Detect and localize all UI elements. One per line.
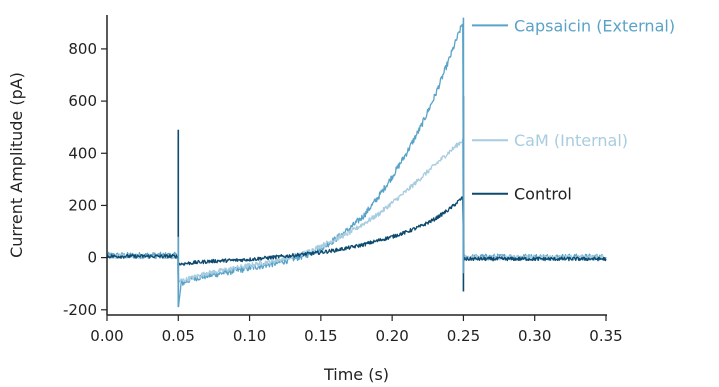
x-tick-label: 0.10 <box>233 327 266 345</box>
ticks-layer: 0.00 0.05 0.10 0.15 0.20 0.25 0.30 0.35 -200 0 200… <box>63 40 623 345</box>
y-axis-title: Current Amplitude (pA) <box>7 72 26 258</box>
x-tick-label: 0.20 <box>375 327 408 345</box>
axes-layer <box>106 15 607 316</box>
y-tick-label: -200 <box>63 301 97 319</box>
y-tick-label: 200 <box>68 196 97 214</box>
x-tick-label: 0.35 <box>589 327 622 345</box>
x-tick-label: 0.25 <box>447 327 480 345</box>
legend-label: Capsaicin (External) <box>514 16 675 35</box>
y-tick-label: 400 <box>68 144 97 162</box>
legend: Capsaicin (External) CaM (Internal) Contro… <box>472 16 675 204</box>
legend-label: Control <box>514 185 572 204</box>
x-tick-label: 0.15 <box>304 327 337 345</box>
legend-label: CaM (Internal) <box>514 131 628 150</box>
y-tick-label: 800 <box>68 40 97 58</box>
series-line <box>106 196 607 267</box>
y-tick-label: 600 <box>68 92 97 110</box>
x-tick-label: 0.30 <box>518 327 551 345</box>
traces-layer <box>106 17 607 308</box>
x-tick-label: 0.05 <box>162 327 195 345</box>
x-tick-label: 0.00 <box>90 327 123 345</box>
y-tick-label: 0 <box>87 249 97 267</box>
x-axis-title: Time (s) <box>323 365 389 384</box>
